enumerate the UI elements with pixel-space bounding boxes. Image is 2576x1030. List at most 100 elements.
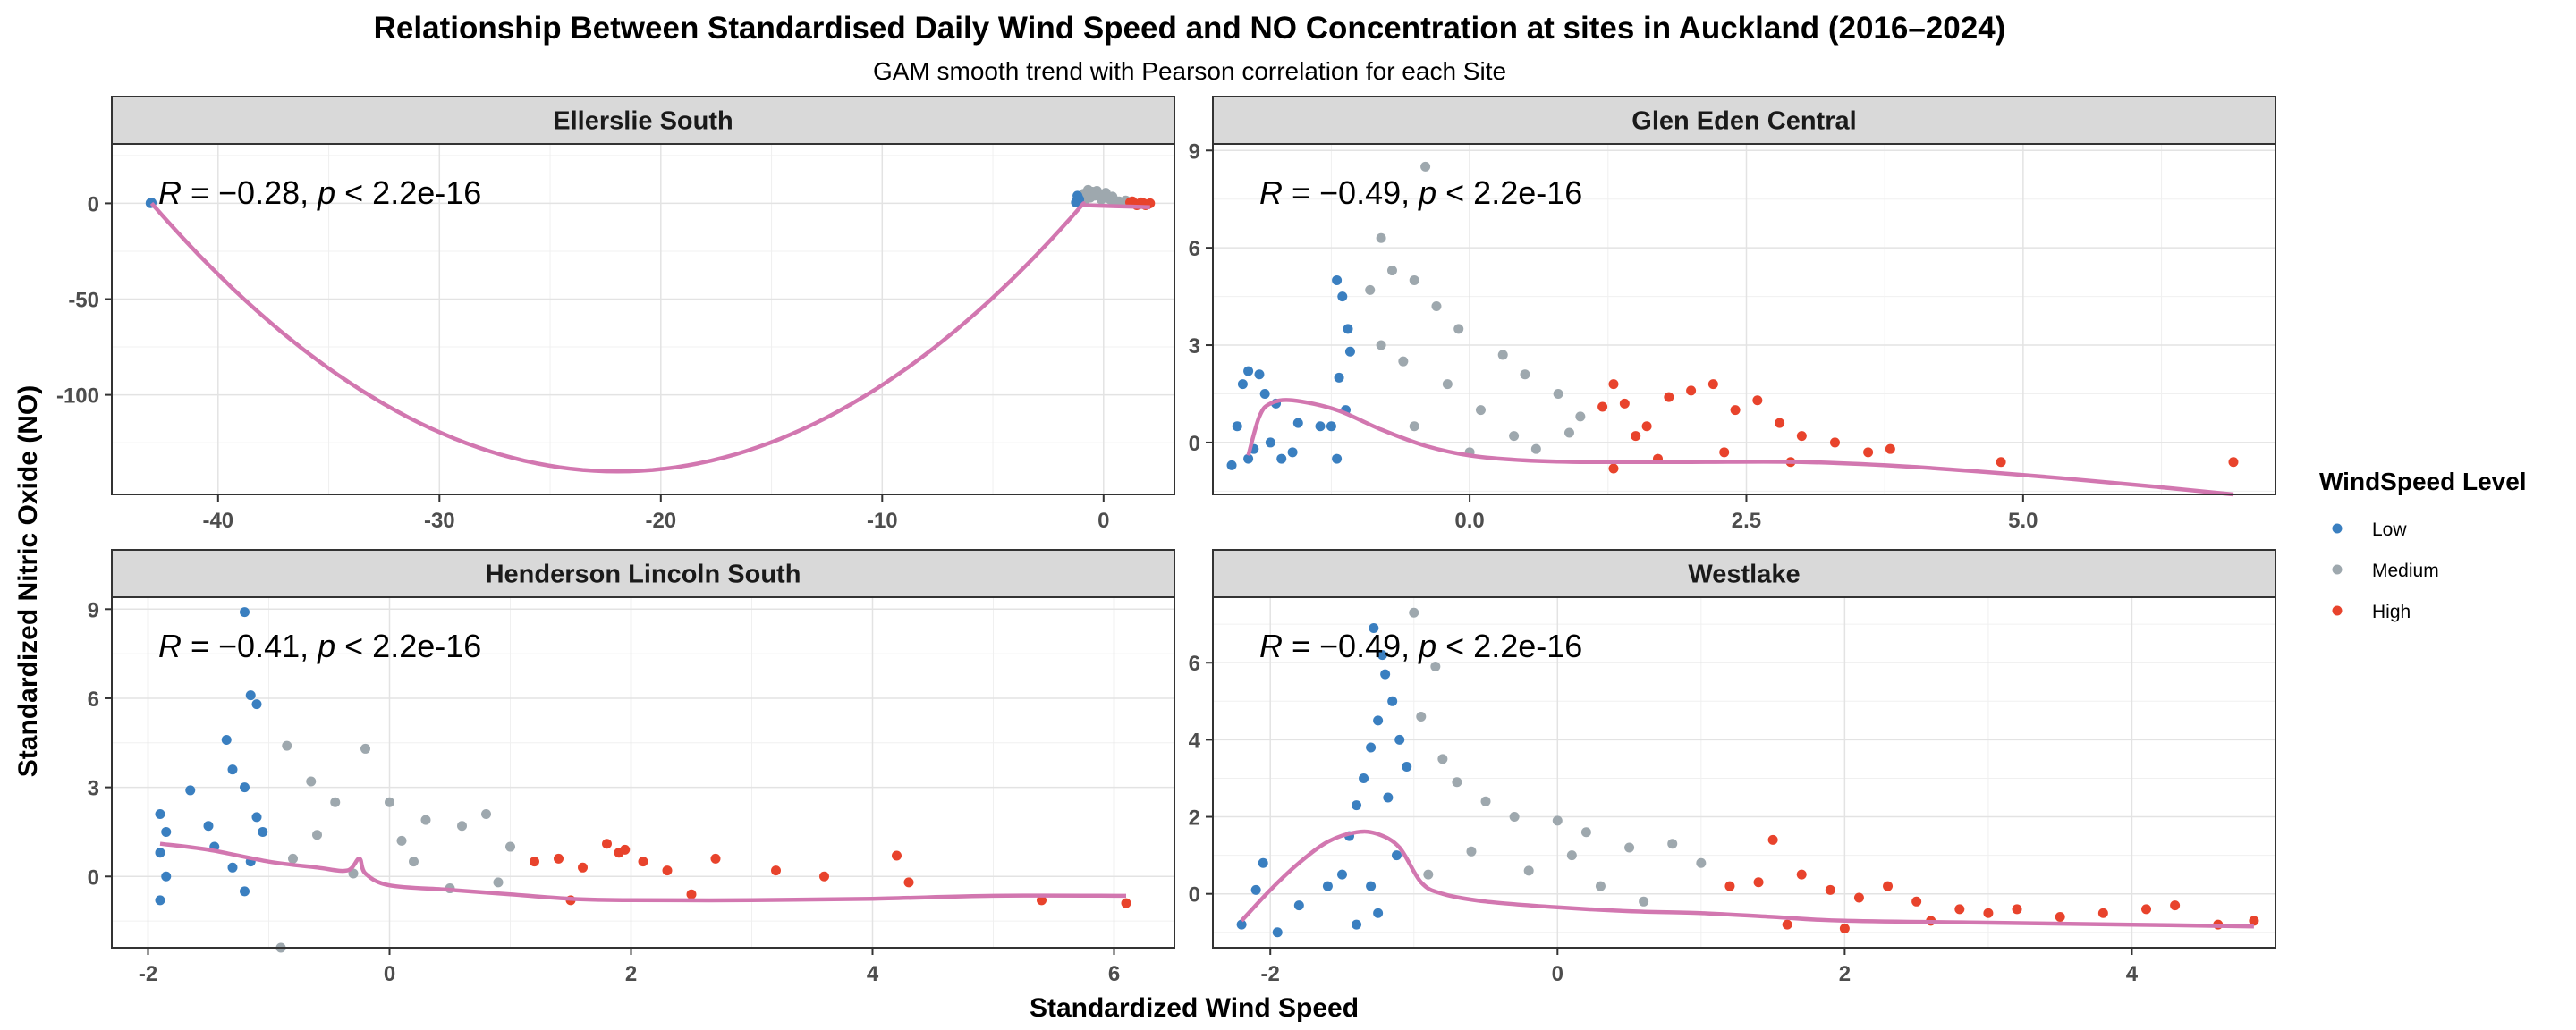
point-medium	[1509, 431, 1520, 442]
y-tick-label: 6	[88, 688, 99, 712]
point-high	[2097, 908, 2108, 918]
point-high	[1839, 923, 1850, 933]
point-high	[2170, 900, 2181, 911]
axes: -40 -30 -20 -10 00-50-100	[56, 192, 1110, 533]
point-low	[1254, 369, 1265, 380]
x-tick-label: 4	[2126, 962, 2139, 986]
legend-label-low: Low	[2372, 519, 2407, 540]
axes: -2 0 2 4 6 0 3 6 9	[88, 598, 1121, 986]
point-medium	[1442, 379, 1453, 390]
point-low	[240, 886, 250, 897]
annotation-r-symbol: R	[1259, 174, 1283, 211]
x-axis-title: Standardized Wind Speed	[1030, 993, 1359, 1023]
point-medium	[1466, 846, 1477, 857]
point-medium	[1520, 369, 1530, 380]
point-high	[2055, 912, 2065, 923]
facet-strip-label: Westlake	[1688, 561, 1800, 589]
point-low	[161, 871, 172, 882]
point-medium	[1420, 161, 1431, 172]
x-tick-label: 0.0	[1454, 509, 1484, 533]
point-low	[1368, 622, 1379, 633]
chart-subtitle: GAM smooth trend with Pearson correlatio…	[873, 57, 1506, 85]
y-tick-label: -100	[56, 384, 99, 409]
point-high	[1796, 431, 1807, 442]
annotation-r-symbol: R	[1259, 628, 1283, 664]
axes: -2 0 2 4 0 2 4 6	[1189, 652, 2139, 986]
point-medium	[1696, 857, 1707, 868]
x-tick-label: 5.0	[2008, 509, 2038, 533]
point-low	[240, 607, 250, 618]
annotation-p-value: < 2.2e-16	[1436, 174, 1582, 211]
annotation-p-symbol: p	[1418, 174, 1436, 211]
x-tick-label: 0	[1097, 509, 1109, 533]
facet-strip	[111, 549, 1175, 598]
point-medium	[282, 740, 292, 751]
point-low	[1326, 421, 1336, 432]
point-high	[1719, 447, 1730, 458]
gridlines	[1213, 597, 2275, 948]
point-medium	[1624, 842, 1635, 853]
x-tick-label: 2.5	[1732, 509, 1761, 533]
facet-strip	[1212, 549, 2276, 598]
panel-henderson-lincoln-south: Henderson Lincoln South -2 0 2 4 6 0 3 6 9 R = −0.…	[88, 549, 1175, 986]
point-low	[1373, 715, 1384, 726]
annotation-p-value: < 2.2e-16	[335, 174, 481, 211]
point-high	[620, 844, 631, 855]
annotation-r-value: = −0.49,	[1283, 628, 1419, 664]
point-high	[1767, 834, 1778, 845]
point-high	[819, 871, 829, 882]
point-low	[185, 785, 196, 796]
point-medium	[306, 776, 317, 787]
point-medium	[1453, 324, 1464, 334]
point-medium	[1667, 839, 1678, 849]
point-high	[1996, 457, 2006, 468]
legend-title: WindSpeed Level	[2319, 468, 2527, 495]
panel-background	[112, 597, 1174, 948]
point-low	[1243, 453, 1254, 464]
panel-background	[1213, 597, 2275, 948]
facet-strip-label: Ellerslie South	[553, 107, 733, 136]
y-tick-label: -50	[68, 289, 99, 313]
point-medium	[409, 857, 419, 867]
point-high	[1631, 431, 1641, 442]
point-medium	[1409, 421, 1419, 432]
point-high	[1911, 896, 1922, 907]
annotation-r-value: = −0.41,	[182, 628, 318, 664]
point-low	[1332, 453, 1343, 464]
point-low	[203, 821, 214, 832]
point-high	[638, 857, 648, 867]
x-tick-label: 0	[1552, 962, 1563, 986]
point-medium	[1107, 191, 1118, 202]
point-high	[1782, 919, 1792, 930]
point-low	[1226, 460, 1237, 470]
point-high	[771, 865, 781, 876]
x-tick-label: -10	[867, 509, 898, 533]
point-medium	[457, 821, 467, 832]
facet-strip-label: Henderson Lincoln South	[486, 561, 801, 589]
point-medium	[1530, 443, 1541, 454]
y-tick-label: 6	[1189, 652, 1200, 676]
point-low	[251, 699, 262, 710]
point-medium	[1416, 712, 1427, 722]
point-high	[1597, 401, 1608, 412]
point-low	[1391, 850, 1402, 861]
annotation-r-value: = −0.28,	[182, 174, 318, 211]
point-low	[227, 764, 238, 775]
point-high	[1730, 405, 1741, 416]
point-medium	[1430, 662, 1441, 672]
y-tick-label: 0	[1189, 432, 1200, 456]
gridlines	[112, 144, 1174, 494]
point-high	[686, 889, 697, 899]
point-medium	[1423, 869, 1434, 880]
point-high	[1686, 385, 1697, 396]
panel-border	[1212, 596, 2276, 949]
point-medium	[1431, 300, 1442, 311]
point-high	[662, 865, 673, 876]
data-points	[1236, 607, 2259, 938]
point-medium	[1575, 411, 1586, 422]
point-high	[1775, 418, 1785, 428]
point-medium	[1409, 607, 1419, 618]
